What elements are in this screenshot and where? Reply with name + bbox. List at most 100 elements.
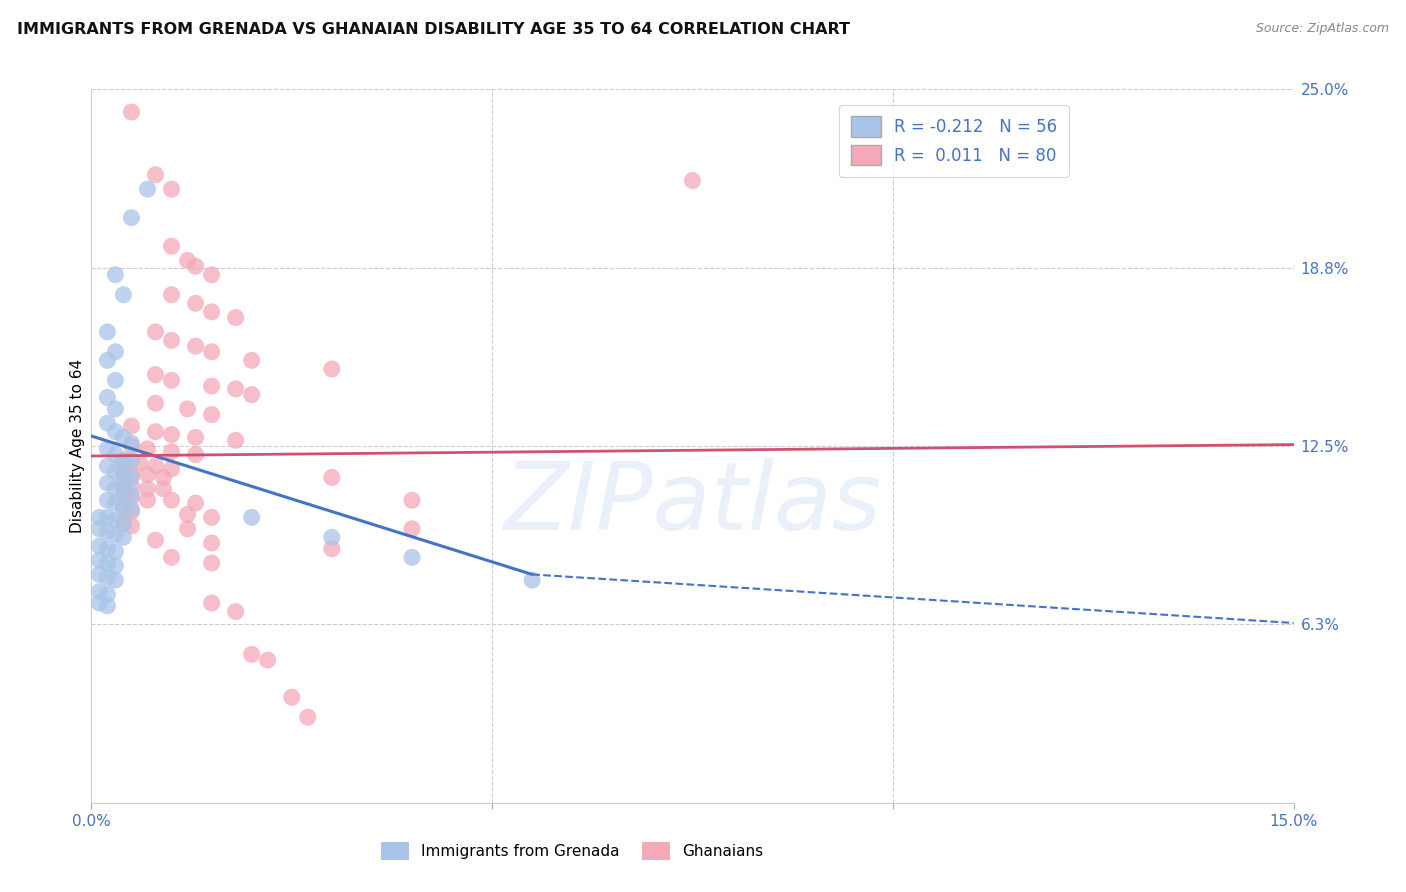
Point (104, 344, 127, 359)
Point (96, 524, 118, 539)
Point (96, 325, 118, 339)
Point (201, 408, 224, 422)
Point (145, 368, 167, 382)
Point (321, 541, 343, 556)
Point (240, 387, 263, 401)
Point (121, 436, 143, 450)
Point (104, 373, 127, 387)
Point (160, 493, 183, 508)
Point (201, 510, 224, 524)
Point (96, 556, 118, 570)
Point (121, 467, 143, 482)
Point (184, 259, 207, 273)
Point (160, 462, 183, 476)
Point (89, 539, 111, 553)
Point (121, 501, 143, 516)
Text: Source: ZipAtlas.com: Source: ZipAtlas.com (1256, 22, 1389, 36)
Point (112, 467, 135, 482)
Point (128, 456, 150, 470)
Point (96, 442, 118, 456)
Point (112, 530, 135, 544)
Point (104, 448, 127, 462)
Point (112, 499, 135, 513)
Point (136, 493, 159, 508)
Point (136, 482, 159, 496)
Point (121, 453, 143, 467)
Point (160, 182, 183, 196)
Point (240, 648, 263, 662)
Point (184, 448, 207, 462)
Point (121, 211, 143, 225)
Point (121, 419, 143, 434)
Point (145, 425, 167, 439)
Point (160, 550, 183, 565)
Point (201, 344, 224, 359)
Point (104, 425, 127, 439)
Point (121, 439, 143, 453)
Point (96, 458, 118, 473)
Point (681, 173, 703, 187)
Point (401, 550, 423, 565)
Point (321, 362, 343, 376)
Point (96, 353, 118, 368)
Point (136, 182, 159, 196)
Point (121, 505, 143, 519)
Point (112, 482, 135, 496)
Point (96, 391, 118, 405)
Text: IMMIGRANTS FROM GRENADA VS GHANAIAN DISABILITY AGE 35 TO 64 CORRELATION CHART: IMMIGRANTS FROM GRENADA VS GHANAIAN DISA… (17, 22, 849, 37)
Point (112, 430, 135, 444)
Point (401, 493, 423, 508)
Point (104, 558, 127, 573)
Point (104, 513, 127, 527)
Point (145, 325, 167, 339)
Point (89, 584, 111, 599)
Point (121, 519, 143, 533)
Text: ZIPatlas: ZIPatlas (503, 458, 882, 549)
Point (321, 530, 343, 544)
Point (121, 479, 143, 493)
Point (201, 268, 224, 282)
Point (201, 379, 224, 393)
Point (160, 239, 183, 253)
Point (160, 427, 183, 442)
Point (522, 573, 544, 587)
Point (176, 401, 198, 416)
Point (201, 305, 224, 319)
Point (112, 453, 135, 467)
Point (145, 396, 167, 410)
Point (136, 442, 159, 456)
Point (145, 533, 167, 548)
Point (145, 458, 167, 473)
Point (121, 487, 143, 501)
Point (112, 516, 135, 530)
Point (96, 476, 118, 491)
Point (176, 508, 198, 522)
Point (225, 605, 247, 619)
Point (96, 416, 118, 430)
Point (104, 527, 127, 541)
Point (240, 510, 263, 524)
Point (201, 556, 224, 570)
Y-axis label: Disability Age 35 to 64: Disability Age 35 to 64 (70, 359, 84, 533)
Point (112, 287, 135, 301)
Point (96, 493, 118, 508)
Point (112, 453, 135, 467)
Point (121, 470, 143, 484)
Point (96, 587, 118, 601)
Point (184, 296, 207, 310)
Point (145, 168, 167, 182)
Point (112, 516, 135, 530)
Legend: Immigrants from Grenada, Ghanaians: Immigrants from Grenada, Ghanaians (375, 836, 769, 866)
Point (201, 536, 224, 550)
Point (160, 444, 183, 458)
Point (201, 596, 224, 610)
Point (96, 541, 118, 556)
Point (89, 522, 111, 536)
Point (184, 339, 207, 353)
Point (281, 690, 304, 705)
Point (160, 373, 183, 387)
Point (321, 470, 343, 484)
Point (152, 482, 174, 496)
Point (176, 253, 198, 268)
Point (104, 401, 127, 416)
